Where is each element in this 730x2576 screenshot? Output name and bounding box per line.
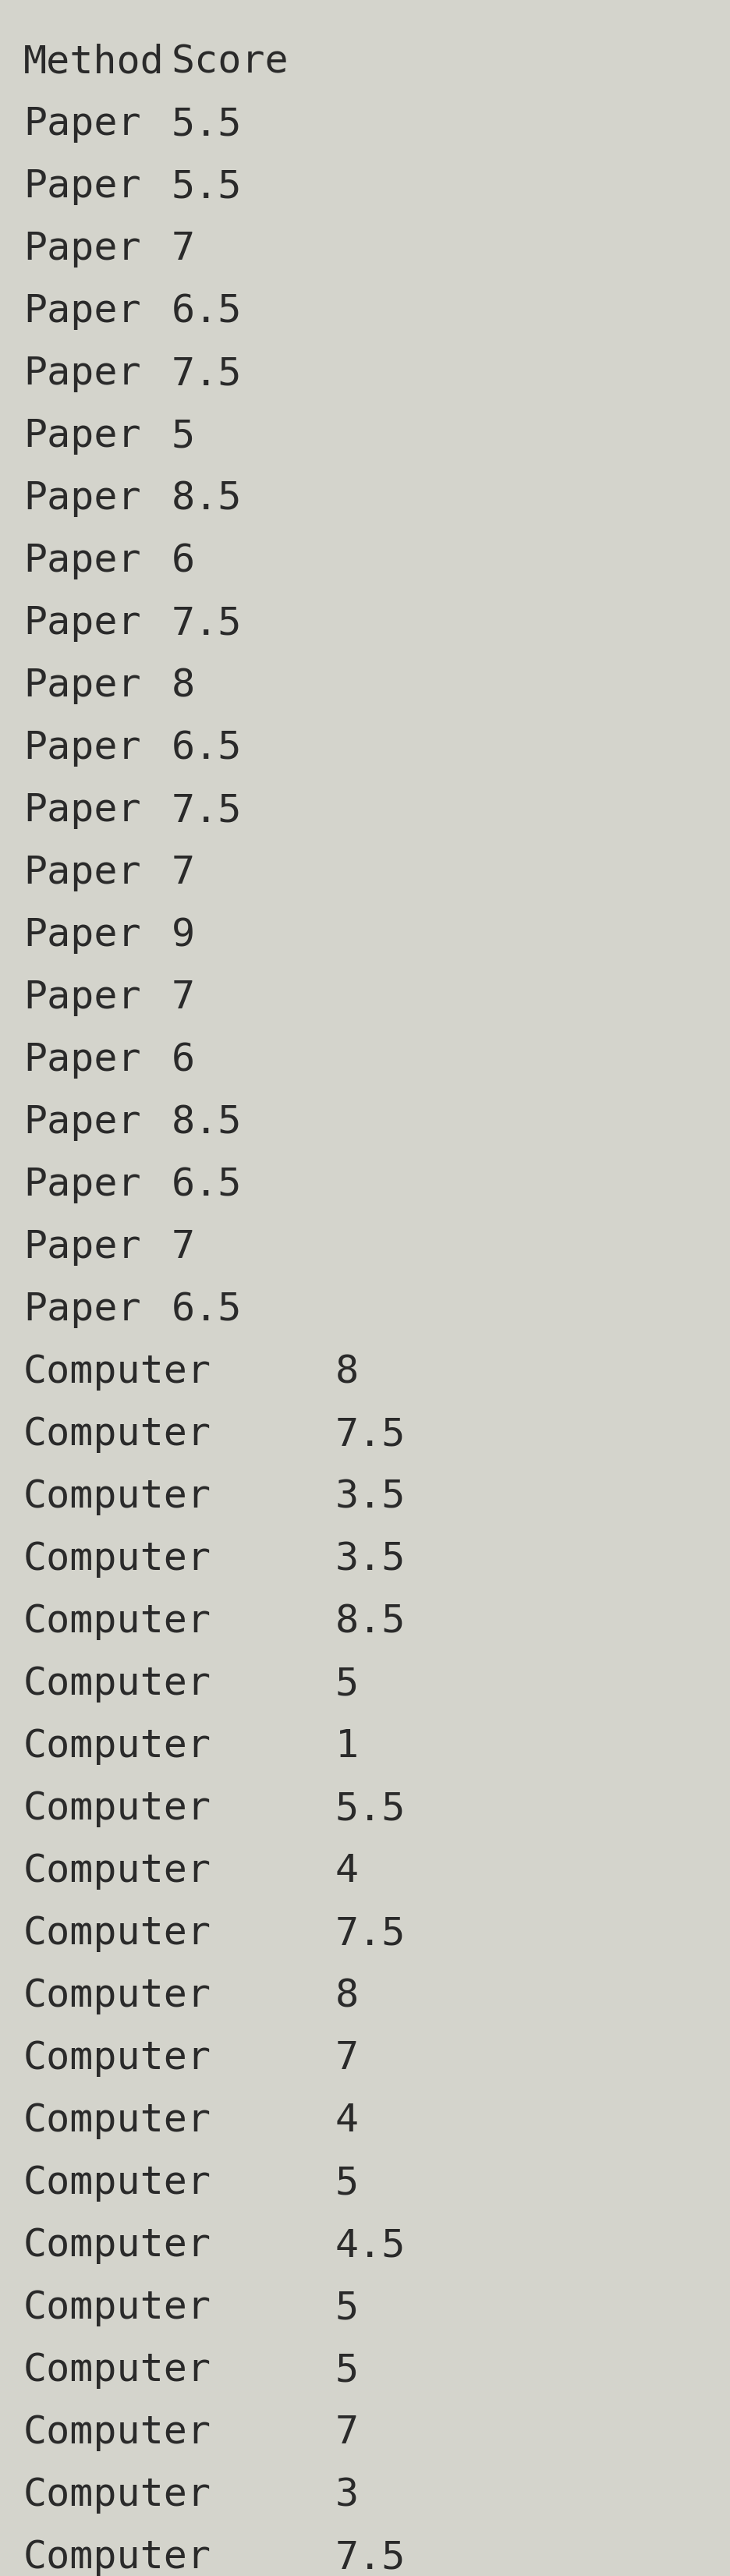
Text: 5.5: 5.5 xyxy=(172,167,242,206)
Text: Paper: Paper xyxy=(23,229,141,268)
Text: Paper: Paper xyxy=(23,1291,141,1329)
Text: 7: 7 xyxy=(172,855,195,891)
Text: 7: 7 xyxy=(172,1229,195,1265)
Text: Score: Score xyxy=(172,44,289,80)
Text: 7.5: 7.5 xyxy=(335,1417,406,1453)
Text: Paper: Paper xyxy=(23,855,141,891)
Text: 6.5: 6.5 xyxy=(172,294,242,330)
Text: Paper: Paper xyxy=(23,106,141,142)
Text: 7.5: 7.5 xyxy=(172,355,242,392)
Text: 3.5: 3.5 xyxy=(335,1540,406,1577)
Text: Paper: Paper xyxy=(23,1229,141,1265)
Text: Method: Method xyxy=(23,44,164,80)
Text: 3.5: 3.5 xyxy=(335,1479,406,1515)
Text: Computer: Computer xyxy=(23,1479,212,1515)
Text: Computer: Computer xyxy=(23,1852,212,1891)
Text: 8.5: 8.5 xyxy=(335,1602,406,1641)
Text: Paper: Paper xyxy=(23,791,141,829)
Text: Paper: Paper xyxy=(23,167,141,206)
Text: 6: 6 xyxy=(172,1041,195,1079)
Text: Computer: Computer xyxy=(23,1664,212,1703)
Text: Computer: Computer xyxy=(23,1540,212,1577)
Text: 7: 7 xyxy=(335,2040,359,2076)
Text: Computer: Computer xyxy=(23,2537,212,2576)
Text: 8.5: 8.5 xyxy=(172,479,242,518)
Text: 3: 3 xyxy=(335,2476,359,2514)
Text: Paper: Paper xyxy=(23,1103,141,1141)
Text: Computer: Computer xyxy=(23,2352,212,2388)
Text: 6.5: 6.5 xyxy=(172,1291,242,1329)
Text: 8: 8 xyxy=(335,1352,359,1391)
Text: 5: 5 xyxy=(335,2352,359,2388)
Text: Paper: Paper xyxy=(23,667,141,703)
Text: 8: 8 xyxy=(172,667,195,703)
Text: 9: 9 xyxy=(172,917,195,953)
Text: Computer: Computer xyxy=(23,2226,212,2264)
Text: 6: 6 xyxy=(172,541,195,580)
Text: 5.5: 5.5 xyxy=(172,106,242,142)
Text: 7.5: 7.5 xyxy=(335,2537,406,2576)
Text: Computer: Computer xyxy=(23,2476,212,2514)
Text: 7: 7 xyxy=(335,2414,359,2452)
Text: 7: 7 xyxy=(172,229,195,268)
Text: Computer: Computer xyxy=(23,1790,212,1826)
Text: Paper: Paper xyxy=(23,355,141,392)
Text: 6.5: 6.5 xyxy=(172,729,242,768)
Text: 4: 4 xyxy=(335,2102,359,2138)
Text: Paper: Paper xyxy=(23,541,141,580)
Text: 5: 5 xyxy=(335,2290,359,2326)
Text: 7.5: 7.5 xyxy=(172,791,242,829)
Text: Computer: Computer xyxy=(23,1602,212,1641)
Text: 4.5: 4.5 xyxy=(335,2226,406,2264)
Text: Paper: Paper xyxy=(23,729,141,768)
Text: 5: 5 xyxy=(335,1664,359,1703)
Text: Paper: Paper xyxy=(23,479,141,518)
Text: Computer: Computer xyxy=(23,1417,212,1453)
Text: 6.5: 6.5 xyxy=(172,1167,242,1203)
Text: Paper: Paper xyxy=(23,605,141,641)
Text: 7.5: 7.5 xyxy=(172,605,242,641)
Text: 1: 1 xyxy=(335,1728,359,1765)
Text: Paper: Paper xyxy=(23,917,141,953)
Text: 7: 7 xyxy=(172,979,195,1015)
Text: Computer: Computer xyxy=(23,1976,212,2014)
Text: 7.5: 7.5 xyxy=(335,1914,406,1953)
Text: Paper: Paper xyxy=(23,417,141,456)
Text: Paper: Paper xyxy=(23,1167,141,1203)
Text: Paper: Paper xyxy=(23,1041,141,1079)
Text: Computer: Computer xyxy=(23,1728,212,1765)
Text: Computer: Computer xyxy=(23,1914,212,1953)
Text: 8.5: 8.5 xyxy=(172,1103,242,1141)
Text: 4: 4 xyxy=(335,1852,359,1891)
Text: Computer: Computer xyxy=(23,2040,212,2076)
Text: Computer: Computer xyxy=(23,2290,212,2326)
Text: 8: 8 xyxy=(335,1976,359,2014)
Text: 5.5: 5.5 xyxy=(335,1790,406,1826)
Text: Computer: Computer xyxy=(23,2102,212,2138)
Text: Computer: Computer xyxy=(23,1352,212,1391)
Text: 5: 5 xyxy=(335,2164,359,2202)
Text: Paper: Paper xyxy=(23,294,141,330)
Text: Computer: Computer xyxy=(23,2164,212,2202)
Text: 5: 5 xyxy=(172,417,195,456)
Text: Paper: Paper xyxy=(23,979,141,1015)
Text: Computer: Computer xyxy=(23,2414,212,2452)
